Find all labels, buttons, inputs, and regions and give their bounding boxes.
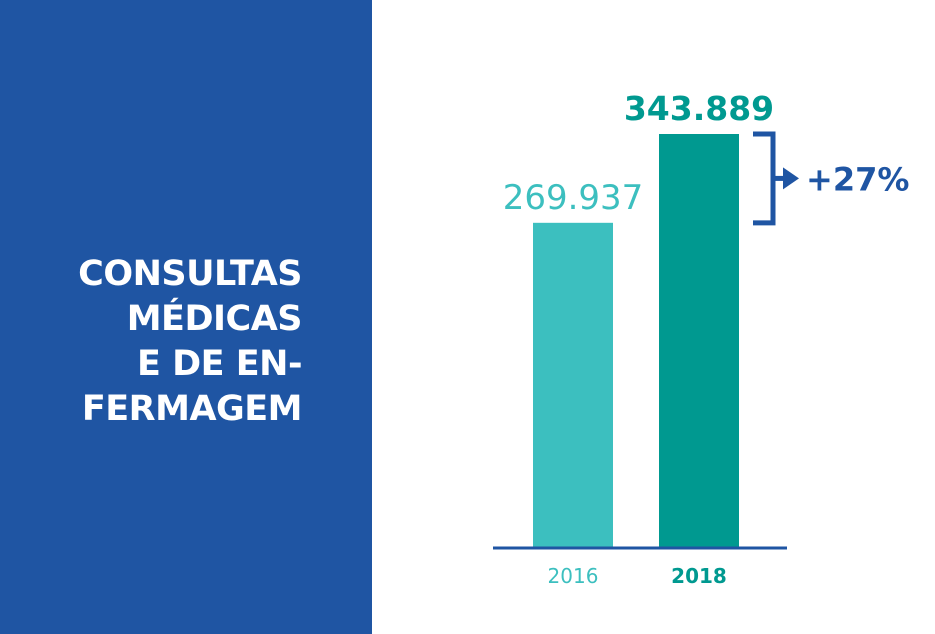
x-tick-label-2016: 2016 bbox=[548, 564, 599, 588]
labels: 269.937 2016 343.889 2018 bbox=[503, 89, 774, 588]
bracket bbox=[753, 131, 776, 226]
title-line-3: E DE EN- bbox=[137, 344, 302, 384]
change-annotation: +27% bbox=[753, 131, 909, 226]
arrow-right-icon bbox=[783, 167, 799, 190]
value-label-2018: 343.889 bbox=[624, 89, 774, 128]
value-label-2016: 269.937 bbox=[503, 178, 644, 218]
bar-2018 bbox=[659, 134, 739, 547]
bar-chart: 269.937 2016 343.889 2018 +27% bbox=[493, 89, 909, 588]
title-line-1: CONSULTAS bbox=[78, 254, 302, 294]
chart-title: CONSULTAS MÉDICAS E DE EN- FERMAGEM bbox=[78, 252, 302, 432]
title-panel: CONSULTAS MÉDICAS E DE EN- FERMAGEM bbox=[0, 0, 372, 634]
bar-2016 bbox=[533, 222, 613, 547]
bars bbox=[533, 134, 739, 547]
title-line-2: MÉDICAS bbox=[126, 299, 303, 339]
title-line-4: FERMAGEM bbox=[81, 389, 303, 429]
change-percentage: +27% bbox=[806, 160, 909, 198]
x-tick-label-2018: 2018 bbox=[671, 564, 727, 588]
